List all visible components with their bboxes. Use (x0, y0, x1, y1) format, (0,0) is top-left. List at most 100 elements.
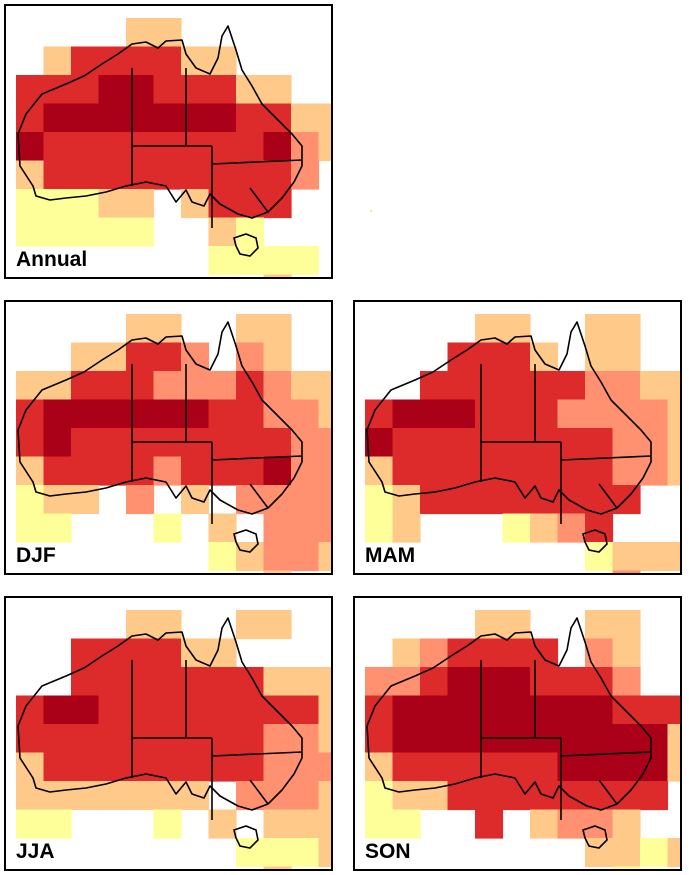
grid-cell (612, 866, 641, 869)
grid-cell (585, 399, 614, 429)
grid-cell (318, 724, 331, 754)
grid-cell (98, 103, 127, 133)
season-label-jja: JJA (16, 840, 55, 863)
grid-cell (236, 456, 265, 486)
grid-cell (71, 399, 100, 429)
grid-cell (502, 314, 531, 344)
grid-cell (557, 667, 586, 697)
grid-cell (208, 371, 237, 401)
grid-cell (557, 456, 586, 486)
grid-cell (475, 781, 504, 811)
grid-cell (153, 46, 182, 76)
coastline (366, 617, 652, 811)
grid-cell (420, 428, 449, 458)
grid-cell (263, 610, 292, 640)
grid-cell (291, 781, 320, 811)
grid-cell (236, 217, 265, 247)
grid-cell (16, 75, 45, 105)
grid-cell (612, 371, 641, 401)
grid-cell (236, 103, 265, 133)
grid-cell (153, 342, 182, 372)
grid-cell (392, 485, 421, 515)
grid-cell (447, 485, 476, 515)
grid-cell (98, 667, 127, 697)
grid-cell (71, 456, 100, 486)
grid-cell (318, 542, 331, 572)
tasmania-outline (582, 825, 608, 849)
grid-cell (420, 485, 449, 515)
grid-cell (318, 667, 331, 697)
grid-cell (365, 667, 394, 697)
grid-cell (126, 371, 155, 401)
grid-cell (475, 667, 504, 697)
grid-cell (153, 314, 182, 344)
grid-cell (447, 371, 476, 401)
grid-cell (585, 513, 614, 543)
grid-cell (126, 189, 155, 219)
grid-cell (263, 274, 292, 277)
grid-cell (557, 513, 586, 543)
grid-cell (71, 103, 100, 133)
grid-cell (318, 428, 331, 458)
grid-cell (640, 724, 669, 754)
grid-cell (530, 752, 559, 782)
grid-cell (16, 513, 45, 543)
grid-cell (236, 428, 265, 458)
grid-cell (16, 428, 45, 458)
grid-cell (71, 189, 100, 219)
grid-cell (318, 485, 331, 515)
grid-cell (43, 752, 72, 782)
grid-cell (71, 724, 100, 754)
grid-cell (71, 781, 100, 811)
grid-cell (263, 132, 292, 162)
grid-cell (502, 342, 531, 372)
grid-cell (71, 752, 100, 782)
grid-cell (16, 485, 45, 515)
grid-cell (530, 513, 559, 543)
grid-cell (475, 485, 504, 515)
grid-cell (585, 610, 614, 640)
grid-cell (291, 160, 320, 190)
grid-cell (365, 428, 394, 458)
grid-cell (71, 695, 100, 725)
grid-cell (667, 838, 680, 868)
grid-cell (291, 456, 320, 486)
grid-cell (612, 456, 641, 486)
grid-cell (392, 781, 421, 811)
grid-cell (530, 456, 559, 486)
grid-cell (126, 781, 155, 811)
grid-cell (585, 456, 614, 486)
grid-cell (153, 513, 182, 543)
grid-cell (43, 428, 72, 458)
grid-cell (126, 399, 155, 429)
grid-cell (98, 752, 127, 782)
grid-cell (475, 809, 504, 839)
grid-cell (98, 724, 127, 754)
coastline (17, 25, 303, 219)
grid-cell (236, 542, 265, 572)
grid-cell (263, 809, 292, 839)
grid-cell (585, 485, 614, 515)
tasmania-outline (582, 529, 608, 553)
grid-cell (263, 570, 292, 573)
grid-cell (392, 752, 421, 782)
grid-cell (640, 781, 669, 811)
season-label-annual: Annual (16, 248, 88, 271)
grid-cell (236, 189, 265, 219)
australia-map-son (365, 610, 680, 869)
grid-cell (612, 809, 641, 839)
grid-cell (420, 638, 449, 668)
grid-cell (153, 103, 182, 133)
grid-cell (585, 314, 614, 344)
grid-cell (291, 246, 320, 276)
grid-cell (291, 132, 320, 162)
grid-cell (236, 610, 265, 640)
grid-cell (263, 314, 292, 344)
grid-cell (43, 103, 72, 133)
grid-cell (365, 781, 394, 811)
panel-djf: DJF (4, 300, 333, 575)
grid-cell (318, 399, 331, 429)
season-label-son: SON (365, 840, 411, 863)
grid-cell (208, 103, 237, 133)
coastline (366, 321, 652, 515)
